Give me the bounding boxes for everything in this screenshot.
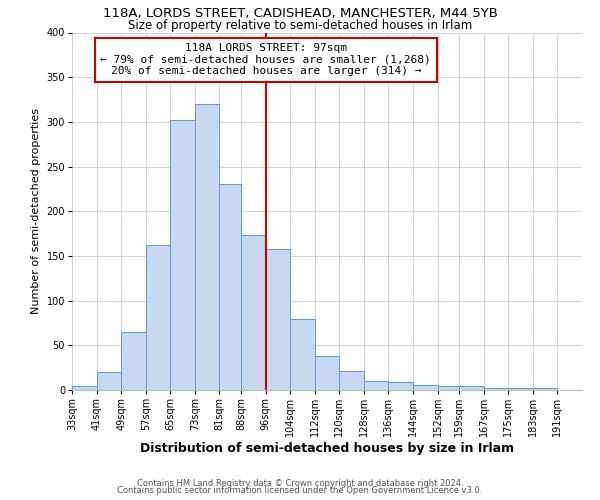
Bar (195, 104, 220, 390)
Bar (146, 245, 170, 390)
X-axis label: Distribution of semi-detached houses by size in Irlam: Distribution of semi-detached houses by … (140, 442, 514, 455)
Bar (121, 332, 146, 390)
Bar (437, 386, 459, 390)
Bar (97, 372, 121, 390)
Y-axis label: Number of semi-detached properties: Number of semi-detached properties (31, 108, 41, 314)
Text: 118A, LORDS STREET, CADISHEAD, MANCHESTER, M44 5YB: 118A, LORDS STREET, CADISHEAD, MANCHESTE… (103, 8, 497, 20)
Bar (413, 384, 437, 390)
Bar (533, 388, 557, 390)
Bar (241, 236, 266, 390)
Text: Contains HM Land Registry data © Crown copyright and database right 2024.: Contains HM Land Registry data © Crown c… (137, 478, 463, 488)
Text: 118A LORDS STREET: 97sqm
← 79% of semi-detached houses are smaller (1,268)
20% o: 118A LORDS STREET: 97sqm ← 79% of semi-d… (100, 43, 431, 76)
Bar (459, 386, 484, 390)
Bar (220, 184, 241, 390)
Bar (170, 120, 195, 390)
Bar (72, 386, 97, 390)
Bar (508, 388, 533, 390)
Bar (339, 371, 364, 390)
Text: Size of property relative to semi-detached houses in Irlam: Size of property relative to semi-detach… (128, 19, 472, 32)
Bar (364, 381, 388, 390)
Text: Contains public sector information licensed under the Open Government Licence v3: Contains public sector information licen… (118, 486, 482, 495)
Bar (388, 382, 413, 390)
Bar (484, 388, 508, 390)
Bar (266, 249, 290, 390)
Bar (315, 356, 339, 390)
Bar (290, 318, 315, 390)
